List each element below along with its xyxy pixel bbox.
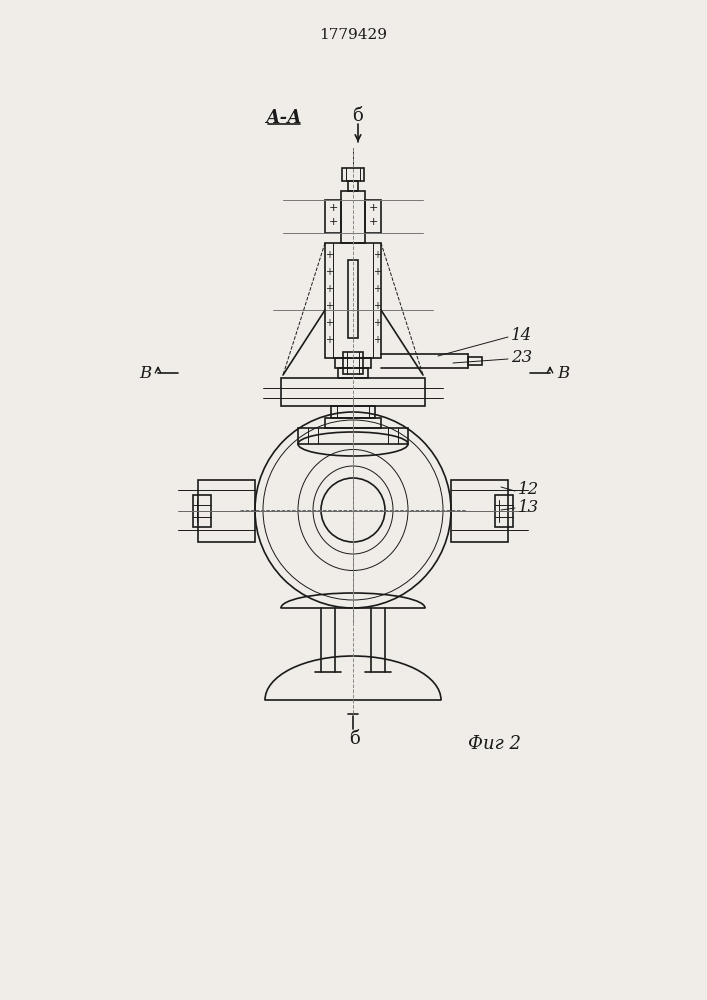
Text: +: +	[325, 284, 333, 294]
Bar	[451, 480, 508, 542]
Text: +: +	[368, 203, 378, 213]
Text: б: б	[350, 730, 361, 748]
Bar	[335, 358, 371, 368]
Bar	[338, 368, 368, 378]
Text: 14: 14	[511, 326, 532, 344]
Bar	[325, 418, 381, 428]
Bar	[298, 428, 408, 444]
Text: 1779429: 1779429	[319, 28, 387, 42]
Bar	[331, 406, 375, 418]
Bar	[342, 168, 364, 181]
Bar	[193, 495, 211, 527]
Bar	[281, 378, 425, 406]
Bar	[325, 200, 341, 233]
Text: +: +	[328, 203, 338, 213]
Bar	[468, 357, 482, 365]
Text: А-А: А-А	[264, 109, 301, 127]
Text: +: +	[373, 318, 381, 328]
Text: +: +	[373, 250, 381, 260]
Text: +: +	[325, 301, 333, 311]
Text: +: +	[325, 335, 333, 345]
Bar	[365, 200, 381, 233]
Text: 23: 23	[511, 350, 532, 366]
Text: +: +	[373, 335, 381, 345]
Bar	[495, 495, 513, 527]
Text: +: +	[368, 217, 378, 227]
Text: Фиг 2: Фиг 2	[468, 735, 521, 753]
Bar	[341, 191, 365, 243]
Text: +: +	[373, 301, 381, 311]
Text: 12: 12	[518, 482, 539, 498]
Bar	[198, 480, 255, 542]
Bar	[348, 181, 358, 191]
Bar	[325, 243, 381, 358]
Text: +: +	[328, 217, 338, 227]
Text: +: +	[373, 267, 381, 277]
Text: +: +	[325, 267, 333, 277]
Text: +: +	[325, 250, 333, 260]
Bar	[348, 260, 358, 338]
Text: В: В	[557, 364, 569, 381]
Text: 13: 13	[518, 498, 539, 516]
Text: +: +	[373, 284, 381, 294]
Text: б: б	[353, 107, 363, 125]
Text: +: +	[325, 318, 333, 328]
Text: В: В	[140, 364, 152, 381]
Bar	[343, 352, 363, 374]
